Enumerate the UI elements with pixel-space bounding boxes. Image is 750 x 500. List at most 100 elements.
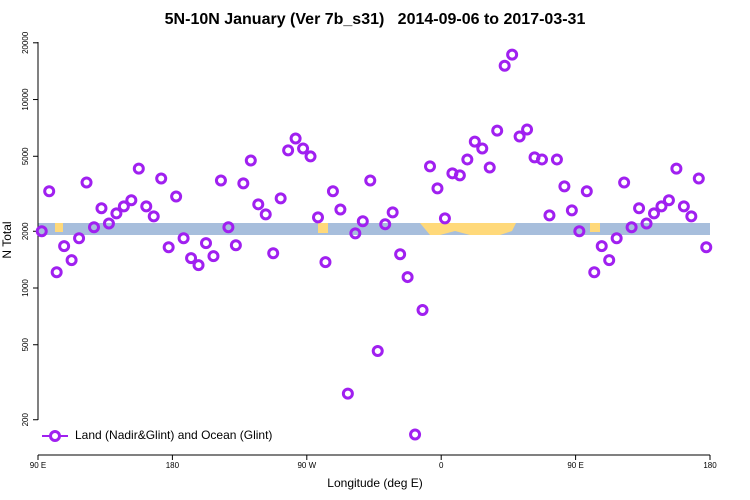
chart-title: 5N-10N January (Ver 7b_s31) 2014-09-06 t… xyxy=(165,11,586,28)
y-tick-label: 200 xyxy=(21,413,30,427)
point xyxy=(177,232,190,245)
point xyxy=(356,215,369,228)
point xyxy=(558,180,571,193)
x-tick-label: 0 xyxy=(439,461,444,470)
point xyxy=(185,252,198,265)
point xyxy=(35,225,48,238)
point xyxy=(677,200,690,213)
point xyxy=(476,142,489,155)
x-tick-label: 90 E xyxy=(30,461,46,470)
point xyxy=(416,304,429,317)
point xyxy=(50,266,63,279)
point xyxy=(685,210,698,223)
point xyxy=(274,192,287,205)
y-tick-label: 1000 xyxy=(21,279,30,297)
legend-label: Land (Nadir&Glint) and Ocean (Glint) xyxy=(75,428,272,442)
point xyxy=(267,247,280,260)
land-patch xyxy=(55,223,63,232)
point xyxy=(438,212,451,225)
x-tick-label: 90 W xyxy=(297,461,316,470)
point xyxy=(386,206,399,219)
point xyxy=(670,162,683,175)
point xyxy=(662,194,675,207)
point xyxy=(289,132,302,145)
point xyxy=(595,240,608,253)
point xyxy=(192,259,205,272)
point xyxy=(282,144,295,157)
point xyxy=(521,123,534,136)
point xyxy=(700,241,713,254)
point xyxy=(580,185,593,198)
point xyxy=(692,172,705,185)
ocean-band xyxy=(38,223,710,235)
point xyxy=(326,185,339,198)
point xyxy=(550,153,563,166)
point xyxy=(588,266,601,279)
point xyxy=(573,225,586,238)
point xyxy=(424,160,436,173)
point xyxy=(95,202,108,215)
point xyxy=(483,161,496,174)
x-axis-label: Longitude (deg E) xyxy=(327,476,422,490)
point xyxy=(341,387,354,400)
point xyxy=(125,194,138,207)
point xyxy=(498,59,511,72)
point xyxy=(506,48,519,61)
point xyxy=(162,241,175,254)
point xyxy=(312,211,324,224)
point xyxy=(170,190,183,203)
point xyxy=(625,221,638,234)
point xyxy=(140,200,153,213)
point xyxy=(633,202,646,215)
point xyxy=(259,208,272,221)
point xyxy=(110,207,123,220)
point xyxy=(132,162,145,175)
point xyxy=(409,428,422,441)
land-patch xyxy=(420,223,516,235)
y-tick-label: 20000 xyxy=(21,31,30,54)
point xyxy=(102,217,115,230)
land-ocean-band xyxy=(38,223,710,235)
point xyxy=(297,142,310,155)
x-tick-label: 180 xyxy=(166,461,180,470)
x-tick-label: 90 E xyxy=(567,461,583,470)
point xyxy=(73,232,86,245)
point xyxy=(200,237,212,250)
point xyxy=(58,240,71,253)
point xyxy=(648,207,660,220)
y-tick-label: 10000 xyxy=(21,88,30,111)
point xyxy=(394,248,407,261)
point xyxy=(222,221,235,234)
land-patch xyxy=(318,223,328,233)
point xyxy=(252,198,265,211)
point xyxy=(65,254,78,267)
y-tick-label: 5000 xyxy=(21,147,30,165)
land-patch xyxy=(590,223,600,232)
point xyxy=(468,135,481,148)
point xyxy=(349,227,362,240)
point xyxy=(207,250,220,263)
point xyxy=(147,210,160,223)
point xyxy=(655,200,668,213)
y-tick-label: 2000 xyxy=(21,222,30,240)
point xyxy=(229,239,242,252)
point xyxy=(513,130,526,143)
point xyxy=(371,345,384,358)
point xyxy=(453,169,466,182)
point xyxy=(244,154,257,167)
legend-marker xyxy=(49,430,61,442)
point xyxy=(237,177,250,190)
point xyxy=(491,124,504,137)
point xyxy=(461,153,474,166)
point xyxy=(401,271,414,284)
point xyxy=(565,204,578,217)
point xyxy=(431,182,444,195)
point xyxy=(364,174,377,187)
point xyxy=(88,221,100,234)
point xyxy=(43,185,56,198)
point xyxy=(319,256,332,269)
y-axis-label: N Total xyxy=(0,221,14,258)
point xyxy=(543,209,556,222)
point xyxy=(214,174,227,187)
point xyxy=(379,218,392,231)
